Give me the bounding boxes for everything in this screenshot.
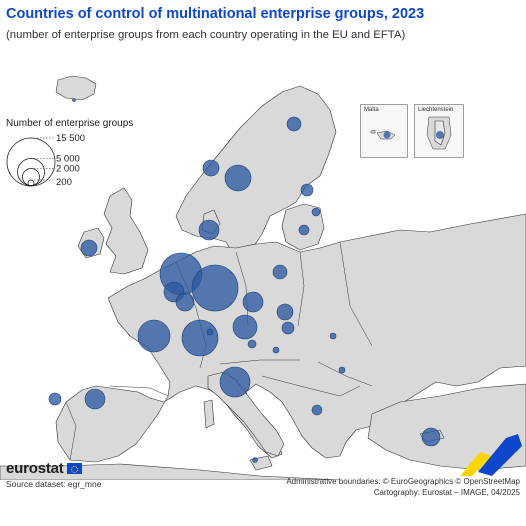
legend-label-5000: 5 000	[56, 154, 80, 165]
inset-malta: Malta	[360, 104, 408, 158]
bubble-sweden	[224, 164, 252, 192]
bubble-spain	[84, 388, 106, 410]
footer-branding: eurostat Source dataset: egr_mne	[6, 460, 101, 489]
bubble-poland	[272, 264, 288, 280]
bubble-estonia	[300, 183, 314, 197]
eurostat-logo-text[interactable]: eurostat	[6, 460, 64, 477]
bubble-finland	[286, 116, 302, 132]
bubble-austria	[232, 314, 258, 340]
bubble-norway	[202, 159, 220, 177]
footer-credits: Administrative boundaries: © EuroGeograp…	[286, 476, 520, 498]
inset-malta-label: Malta	[364, 107, 379, 113]
inset-liechtenstein: Liechtenstein	[414, 104, 464, 158]
border-ro-bg	[317, 361, 373, 387]
legend-circle-5000	[17, 158, 45, 186]
bubble-malta	[252, 457, 258, 463]
bubble-latvia	[311, 207, 321, 217]
bubble-hungary	[281, 321, 295, 335]
page-subtitle: (number of enterprise groups from each c…	[6, 29, 406, 41]
border-fr-es	[109, 385, 169, 397]
legend-circle-15500	[6, 137, 56, 187]
legend-label-2000: 2 000	[56, 164, 80, 175]
border-pl-east	[297, 251, 305, 327]
legend-title: Number of enterprise groups	[6, 118, 134, 129]
europe-map	[0, 75, 526, 480]
bubble-france	[137, 319, 171, 353]
page-title: Countries of control of multinational en…	[6, 6, 425, 22]
bubble-greece	[311, 404, 323, 416]
bubble-switzerland	[181, 319, 219, 357]
bubble-portugal	[48, 392, 62, 406]
bubble-slovenia	[247, 339, 257, 349]
bubble-romania	[329, 332, 337, 340]
inset-malta-bubble	[383, 131, 391, 139]
bubble-luxembourg	[175, 292, 195, 312]
border-de-pl	[235, 251, 249, 327]
admin-boundaries-credit: Administrative boundaries: © EuroGeograp…	[286, 477, 520, 486]
land-anatolia	[367, 383, 526, 471]
bubble-bulgaria	[338, 366, 346, 374]
legend-label-200: 200	[56, 177, 72, 188]
inset-liechtenstein-label: Liechtenstein	[418, 107, 454, 113]
bubble-italy	[219, 366, 251, 398]
land-great-britain	[103, 187, 149, 275]
eurostat-arrow-logo	[460, 434, 522, 476]
size-legend: 15 500 5 000 2 000 200	[6, 133, 85, 188]
land-sardinia	[203, 399, 215, 429]
bubble-iceland	[72, 98, 76, 102]
border-ua-ru	[339, 241, 373, 347]
bubble-croatia	[272, 346, 280, 354]
bubble-cyprus	[421, 427, 441, 447]
bubble-liechtenstein	[206, 328, 214, 336]
legend-circle-2000	[22, 168, 40, 186]
border-balkan	[261, 375, 361, 397]
border-at-hu	[219, 359, 300, 365]
source-dataset: Source dataset: egr_mne	[6, 479, 102, 489]
bubble-slovakia	[276, 303, 294, 321]
bubble-ireland	[80, 239, 98, 257]
inset-liechtenstein-bubble	[436, 131, 444, 139]
bubble-germany	[191, 264, 239, 312]
cartography-credit: Cartography: Eurostat – IMAGE, 04/2025	[373, 488, 520, 497]
border-es-pt	[65, 401, 77, 461]
legend-label-15500: 15 500	[56, 133, 85, 144]
bubble-lithuania	[298, 224, 310, 236]
land-iceland	[55, 75, 97, 101]
eu-flag-icon	[66, 463, 82, 474]
bubble-czechia	[242, 291, 264, 313]
bubble-denmark	[198, 219, 220, 241]
